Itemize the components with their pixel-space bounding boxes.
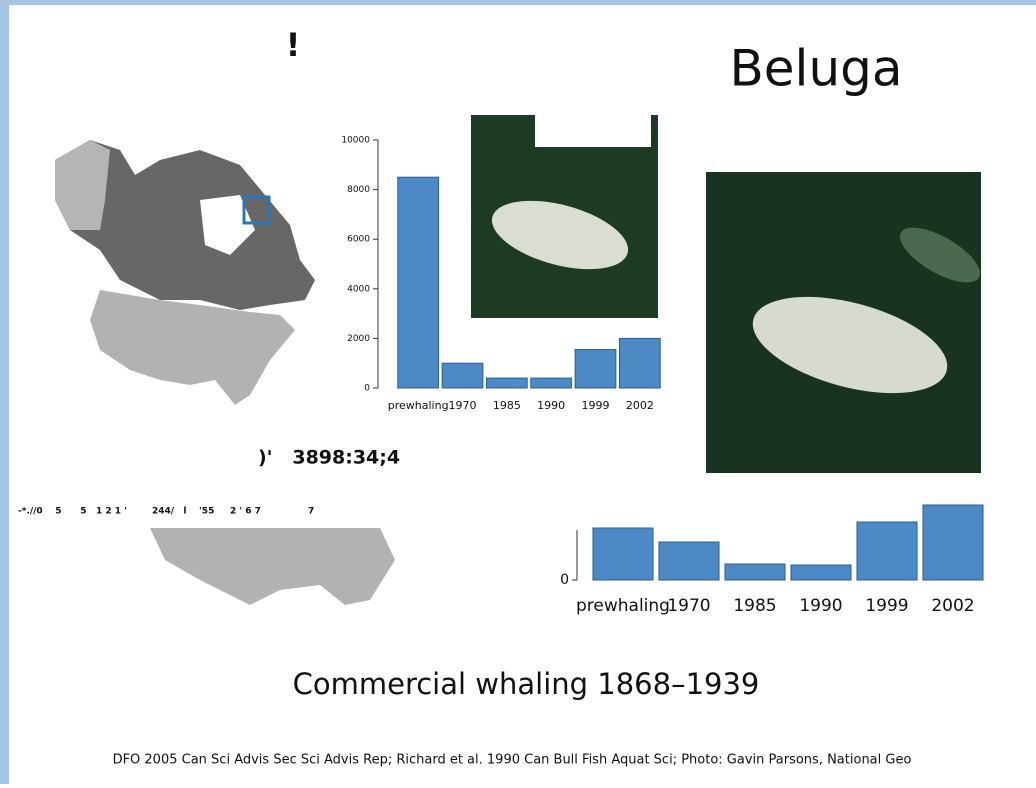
citation: DFO 2005 Can Sci Advis Sec Sci Advis Rep… bbox=[113, 753, 912, 768]
bar bbox=[923, 505, 983, 580]
y-tick-label: 10000 bbox=[341, 136, 370, 146]
bar bbox=[593, 528, 653, 580]
y-tick-label: 2000 bbox=[347, 334, 370, 344]
bar bbox=[531, 378, 572, 388]
caption: Commercial whaling 1868–1939 bbox=[293, 667, 760, 701]
title: Beluga bbox=[729, 40, 902, 98]
bar bbox=[575, 350, 616, 388]
photo-large bbox=[706, 172, 988, 473]
x-tick-label: 1999 bbox=[582, 399, 610, 412]
frame-left bbox=[0, 0, 9, 784]
y-tick-label: 8000 bbox=[347, 185, 370, 195]
y-tick-label: 0 bbox=[560, 572, 569, 588]
stray-mark: ! bbox=[286, 26, 301, 64]
photo-small bbox=[471, 115, 658, 318]
x-tick-label: prewhaling bbox=[576, 596, 670, 616]
x-tick-label: 2002 bbox=[626, 399, 654, 412]
y-tick-label: 6000 bbox=[347, 235, 370, 245]
bar bbox=[442, 363, 483, 388]
x-tick-label: 1985 bbox=[733, 596, 776, 616]
x-tick-label: 1999 bbox=[865, 596, 908, 616]
y-tick-label: 4000 bbox=[347, 284, 370, 294]
bar bbox=[659, 542, 719, 580]
bar bbox=[857, 522, 917, 580]
x-tick-label: 1990 bbox=[799, 596, 842, 616]
bar bbox=[791, 565, 851, 580]
frame-top bbox=[0, 0, 1036, 5]
x-tick-label: 1970 bbox=[667, 596, 710, 616]
x-tick-label: 1985 bbox=[493, 399, 521, 412]
page: Beluga ! )' 3898:34;4 -*.//0 5 5 1 2 1 '… bbox=[0, 0, 1036, 784]
x-tick-label: 2002 bbox=[931, 596, 974, 616]
bar bbox=[486, 378, 527, 388]
bar bbox=[725, 564, 785, 580]
bar bbox=[398, 177, 439, 388]
garbled-label: )' 3898:34;4 bbox=[258, 447, 400, 469]
bar bbox=[619, 338, 660, 388]
x-tick-label: prewhaling bbox=[388, 399, 449, 412]
y-tick-label: 0 bbox=[364, 384, 370, 394]
x-tick-label: 1970 bbox=[449, 399, 477, 412]
x-tick-label: 1990 bbox=[537, 399, 565, 412]
slide: Beluga ! )' 3898:34;4 -*.//0 5 5 1 2 1 '… bbox=[0, 0, 1036, 784]
garbled-row: -*.//0 5 5 1 2 1 ' 244/ l '55 2 ' 6 7 7 bbox=[18, 507, 314, 517]
